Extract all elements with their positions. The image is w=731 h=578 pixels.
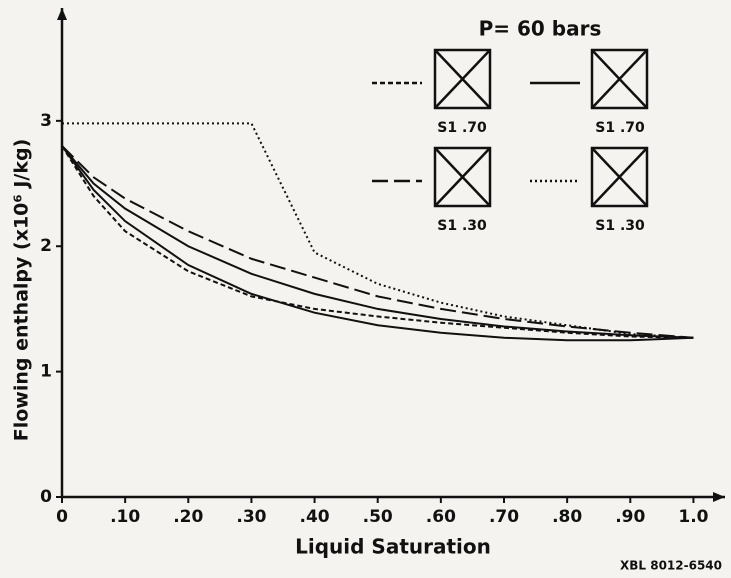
x-tick-label: .80 [552, 507, 582, 527]
y-axis-label: Flowing enthalpy (x10⁶ J/kg) [11, 139, 33, 442]
x-tick-label: .30 [236, 507, 266, 527]
x-tick-label: .50 [363, 507, 393, 527]
legend-cross [434, 49, 491, 109]
legend-label: S1 .30 [437, 218, 487, 234]
x-axis-label: Liquid Saturation [295, 535, 491, 559]
x-tick-label: .20 [173, 507, 203, 527]
legend-cross [591, 147, 648, 207]
legend-label: S1 .30 [595, 218, 645, 234]
y-tick-label: 2 [40, 236, 52, 256]
y-tick-label: 1 [40, 362, 52, 382]
legend-box [433, 146, 492, 208]
x-tick-label: .70 [489, 507, 519, 527]
x-tick-label: .60 [426, 507, 456, 527]
legend-box [590, 48, 649, 110]
chart-title: P= 60 bars [479, 17, 602, 41]
x-tick-label: .90 [615, 507, 645, 527]
legend-box [433, 48, 492, 110]
y-tick-label: 0 [40, 487, 52, 507]
series-line [61, 145, 694, 339]
series-line [61, 145, 694, 342]
legend-cross [434, 147, 491, 207]
legend-box [590, 146, 649, 208]
y-tick-label: 3 [40, 111, 52, 131]
figure-code: XBL 8012-6540 [620, 559, 722, 573]
series-line [61, 145, 694, 339]
x-tick-label: .40 [300, 507, 330, 527]
series-line [61, 145, 694, 339]
legend-label: S1 .70 [437, 120, 487, 136]
y-axis-arrow [57, 8, 67, 20]
x-tick-label: 1.0 [678, 507, 708, 527]
x-axis-arrow [713, 492, 725, 502]
x-tick-label: .10 [110, 507, 140, 527]
legend-icons [433, 48, 649, 208]
x-tick-label: 0 [56, 507, 68, 527]
legend-label: S1 .70 [595, 120, 645, 136]
legend-cross [591, 49, 648, 109]
